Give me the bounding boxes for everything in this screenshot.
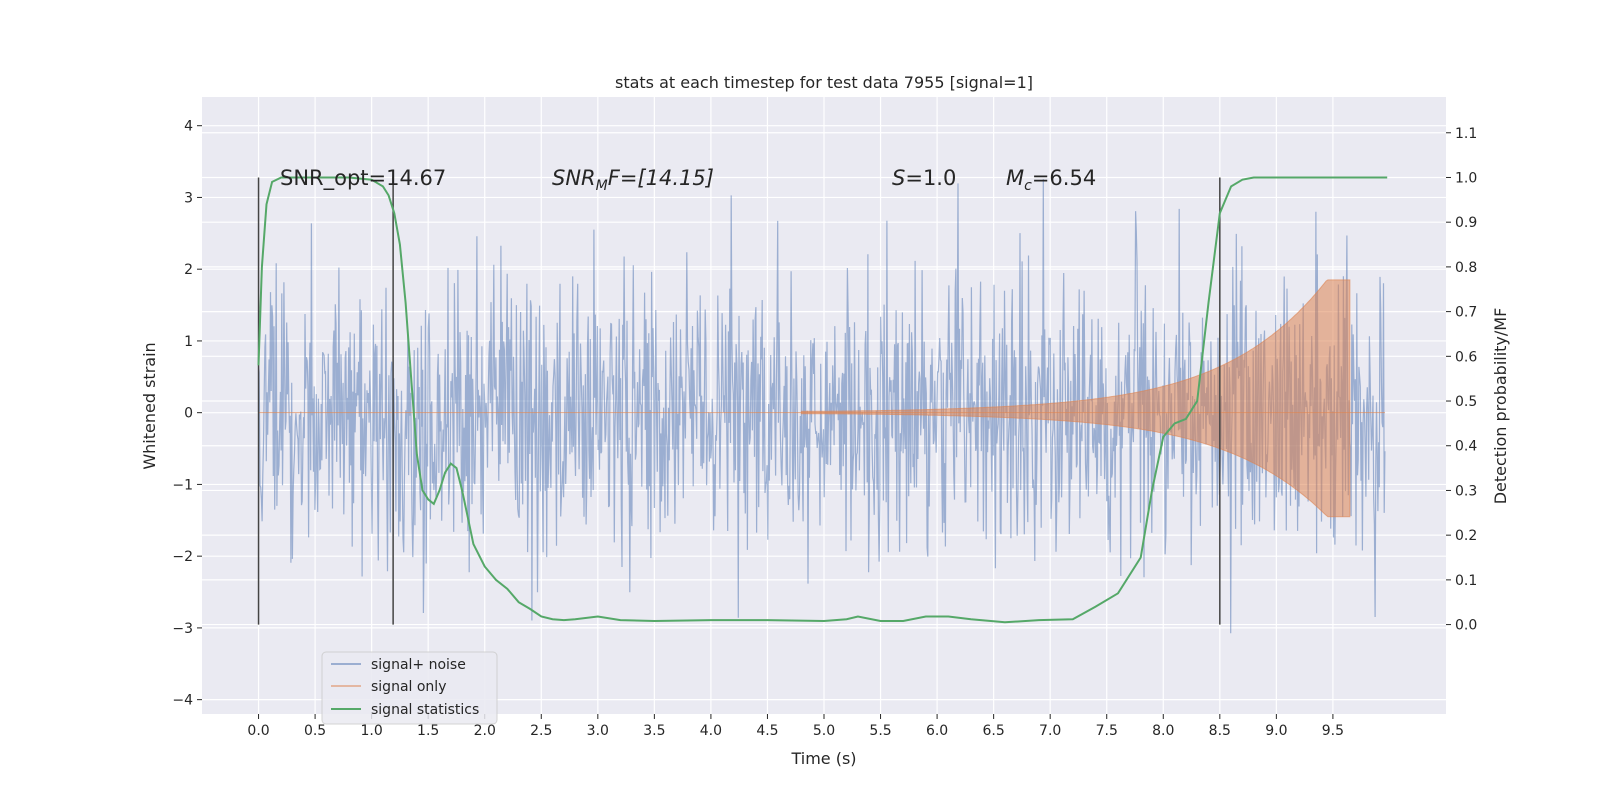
y-tick-label-right: 0.8 [1455, 260, 1477, 276]
y-tick-label-right: 0.5 [1455, 394, 1477, 410]
signal-only-area [800, 279, 1351, 518]
snr-mf-base: SNR [552, 166, 596, 190]
axis-ticks: 0.0 0.5 1.0 1.5 2.0 2.5 3.0 3.5 4.0 4.5 5.0 5.5 6.0 6… [172, 119, 1477, 739]
x-axis-label: Time (s) [790, 749, 856, 768]
annotation-mc: Mc=6.54 [1006, 166, 1096, 194]
y-tick-label-left: 0 [184, 406, 193, 422]
noise-line [257, 179, 1386, 634]
y-tick-label-right: 0.1 [1455, 573, 1477, 589]
annotation-snr-mf: SNRMF=[14.15] [552, 166, 714, 194]
y-tick-label-left: −2 [172, 549, 193, 565]
legend-box [321, 651, 498, 725]
signal-statistics-line [257, 176, 1388, 624]
y-tick-label-right: 0.9 [1455, 215, 1477, 231]
mc-value: =6.54 [1032, 166, 1096, 190]
y-tick-label-left: −4 [172, 693, 193, 709]
s-value: =1.0 [905, 166, 956, 190]
y-tick-label-right: 0.6 [1455, 349, 1477, 365]
legend-label-stat: signal statistics [371, 702, 479, 718]
signal-only-series [258, 279, 1385, 518]
mc-base: M [1006, 166, 1024, 190]
x-tick-label: 3.0 [587, 723, 609, 739]
y-tick-label-right: 0.0 [1455, 618, 1477, 634]
x-tick-label: 4.5 [756, 723, 778, 739]
mc-sub: c [1024, 178, 1032, 194]
x-tick-label: 0.0 [247, 723, 269, 739]
x-tick-label: 7.0 [1039, 723, 1061, 739]
x-tick-label: 8.0 [1152, 723, 1174, 739]
y-tick-label-left: 3 [184, 190, 193, 206]
chart-title: stats at each timestep for test data 795… [615, 73, 1033, 92]
legend: signal+ noise signal only signal statist… [321, 651, 498, 725]
y-tick-label-left: −1 [172, 477, 193, 493]
y-tick-label-left: 1 [184, 334, 193, 350]
snr-mf-sub: M [596, 178, 608, 194]
x-tick-label: 6.0 [926, 723, 948, 739]
x-tick-label: 1.5 [417, 723, 439, 739]
x-tick-label: 6.5 [983, 723, 1005, 739]
legend-label-signal: signal only [371, 679, 446, 695]
annotation-snr-opt: SNR_opt=14.67 [280, 166, 446, 191]
x-tick-label: 2.5 [530, 723, 552, 739]
y-tick-label-right: 1.0 [1455, 170, 1477, 186]
x-tick-label: 3.5 [643, 723, 665, 739]
y-tick-label-right: 0.7 [1455, 305, 1477, 321]
x-tick-label: 9.0 [1265, 723, 1287, 739]
x-tick-label: 5.0 [813, 723, 835, 739]
x-tick-label: 8.5 [1209, 723, 1231, 739]
y-tick-label-left: 4 [184, 119, 193, 135]
vertical-markers [257, 177, 1221, 625]
y-tick-label-right: 0.3 [1455, 483, 1477, 499]
annotation-s: S=1.0 [892, 166, 956, 190]
noise-series [257, 179, 1386, 634]
s-label: S [892, 166, 905, 190]
x-tick-label: 2.0 [474, 723, 496, 739]
y-tick-label-right: 0.2 [1455, 528, 1477, 544]
x-tick-label: 5.5 [869, 723, 891, 739]
legend-label-noise: signal+ noise [371, 657, 466, 673]
x-tick-label: 0.5 [304, 723, 326, 739]
y-tick-label-left: 2 [184, 262, 193, 278]
y-tick-label-right: 0.4 [1455, 439, 1477, 455]
x-tick-label: 7.5 [1096, 723, 1118, 739]
x-tick-label: 1.0 [361, 723, 383, 739]
y-tick-label-right: 1.1 [1455, 126, 1477, 142]
snr-mf-rest-f: F=[14.15] [608, 166, 714, 190]
signal-statistics-series [257, 176, 1388, 624]
y-axis-label-left: Whitened strain [140, 342, 159, 469]
x-tick-label: 9.5 [1322, 723, 1344, 739]
y-axis-label-right: Detection probability/MF [1491, 308, 1510, 505]
y-tick-label-left: −3 [172, 621, 193, 637]
x-tick-label: 4.0 [700, 723, 722, 739]
